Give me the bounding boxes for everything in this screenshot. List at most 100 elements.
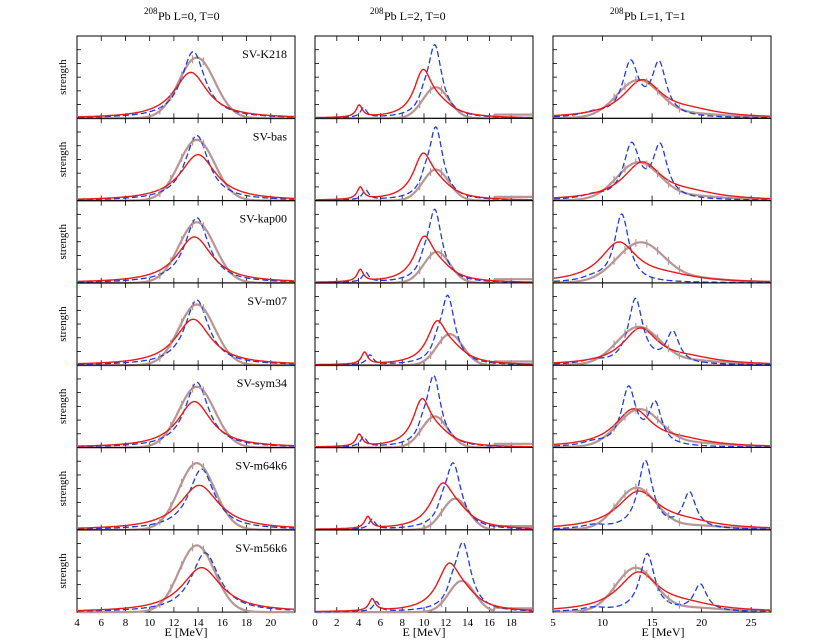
panel-frame (552, 35, 772, 119)
red-solid-curve (315, 68, 532, 119)
panel-c1-r7: strength SV-m56k6 4 6 8 10 12 14 16 18 20 (57, 529, 296, 629)
experimental-curve (78, 221, 294, 284)
x-tick-label: 4 (74, 617, 80, 629)
blue-dashed-curve (553, 552, 770, 613)
red-solid-curve (553, 571, 770, 611)
red-solid-curve (553, 327, 770, 365)
panel-c3-r6 (552, 447, 772, 531)
panel-grid: strength SV-K218 strength SV-bas strength SV-… (57, 35, 772, 629)
x-tick-label: 15 (647, 617, 659, 629)
experimental-curve (78, 544, 294, 614)
panel-frame (552, 447, 772, 531)
x-tick-label: 8 (399, 617, 405, 629)
red-solid-curve (78, 484, 294, 529)
experimental-curve (78, 303, 294, 367)
experimental-curve (78, 138, 294, 202)
model-label: SV-sym34 (237, 376, 287, 390)
y-axis-label: strength (57, 59, 69, 95)
y-axis-label: strength (57, 470, 69, 506)
x-tick-label: 12 (168, 617, 179, 629)
red-solid-curve (553, 408, 770, 447)
experimental-curve (554, 325, 770, 366)
panel-c3-r2 (552, 117, 772, 202)
blue-dashed-curve (316, 374, 532, 448)
panel-frame (314, 117, 534, 202)
red-solid-curve (316, 482, 532, 530)
blue-dashed-curve (77, 134, 294, 201)
blue-dashed-curve (78, 51, 295, 118)
experimental-curve (554, 78, 770, 120)
panel-c3-r3 (552, 200, 772, 284)
red-solid-curve (553, 490, 770, 529)
x-tick-label: 18 (241, 617, 253, 629)
blue-dashed-curve (77, 299, 294, 365)
blue-dashed-curve (77, 217, 294, 283)
x-tick-label: 20 (265, 617, 277, 629)
x-tick-label: 0 (312, 617, 318, 629)
panel-c2-r1 (314, 35, 534, 120)
x-tick-label: 6 (378, 617, 384, 629)
x-tick-label: 14 (193, 617, 205, 629)
panel-frame (314, 447, 534, 531)
red-solid-curve (78, 71, 295, 118)
x-tick-label: 16 (217, 617, 229, 629)
panel-c1-r3: strength SV-kap00 (57, 200, 296, 284)
panel-c2-r6 (314, 447, 534, 531)
blue-dashed-curve (316, 43, 532, 119)
column-title-1: 208 Pb L=0, T=0 (144, 6, 220, 23)
x-tick-label: 6 (98, 617, 104, 629)
column-title-3: 208 Pb L=1, T=1 (610, 6, 686, 23)
x-tick-label: 20 (696, 617, 708, 629)
red-solid-curve (553, 241, 770, 283)
red-solid-curve (316, 152, 532, 201)
panel-c1-r5: strength SV-sym34 (57, 364, 296, 449)
model-label: SV-kap00 (239, 212, 287, 226)
model-label: SV-bas (253, 129, 288, 143)
panel-c2-r5 (314, 364, 534, 449)
panel-c1-r6: strength SV-m64k6 (57, 447, 296, 531)
panel-frame (552, 200, 772, 284)
blue-dashed-curve (78, 552, 295, 612)
panel-c2-r3 (314, 200, 534, 284)
title-superscript-3: 208 (610, 6, 624, 16)
x-tick-label: 10 (419, 617, 431, 629)
x-tick-label: 14 (462, 617, 474, 629)
blue-dashed-curve (316, 208, 532, 284)
x-tick-label: 10 (144, 617, 156, 629)
experimental-curve (316, 333, 532, 367)
model-label: SV-K218 (242, 47, 287, 61)
panel-frame (552, 117, 772, 202)
blue-dashed-curve (553, 297, 770, 366)
y-axis-label: strength (57, 388, 69, 424)
experimental-curve (78, 385, 294, 449)
blue-dashed-curve (554, 59, 770, 119)
blue-dashed-curve (316, 294, 533, 366)
panel-c3-r7: 5 10 15 20 25 (550, 529, 772, 629)
experimental-curve (554, 408, 770, 449)
red-solid-curve (554, 161, 770, 200)
title-text-3: Pb L=1, T=1 (624, 9, 686, 23)
red-solid-curve (554, 78, 770, 117)
y-axis-label: strength (57, 553, 69, 589)
red-solid-curve (316, 397, 532, 448)
column-title-2: 208 Pb L=2, T=0 (370, 6, 446, 23)
title-superscript-2: 208 (370, 6, 384, 16)
red-solid-curve (78, 400, 295, 447)
panel-c1-r2: strength SV-bas (57, 117, 296, 202)
blue-dashed-curve (554, 385, 770, 448)
panel-frame (552, 282, 772, 366)
panel-frame (552, 364, 772, 449)
blue-dashed-curve (315, 541, 532, 613)
y-axis-label: strength (57, 141, 69, 177)
x-tick-label: 4 (356, 617, 362, 629)
panel-c1-r4: strength SV-m07 (57, 282, 296, 367)
panel-c2-r4 (314, 282, 534, 367)
x-axis-title-2: E [MeV] (403, 625, 446, 639)
y-axis-label: strength (57, 306, 69, 342)
y-axis-label: strength (57, 224, 69, 260)
red-solid-curve (316, 235, 532, 283)
red-solid-curve (78, 318, 295, 365)
red-solid-curve (77, 154, 295, 200)
x-tick-label: 18 (506, 617, 518, 629)
